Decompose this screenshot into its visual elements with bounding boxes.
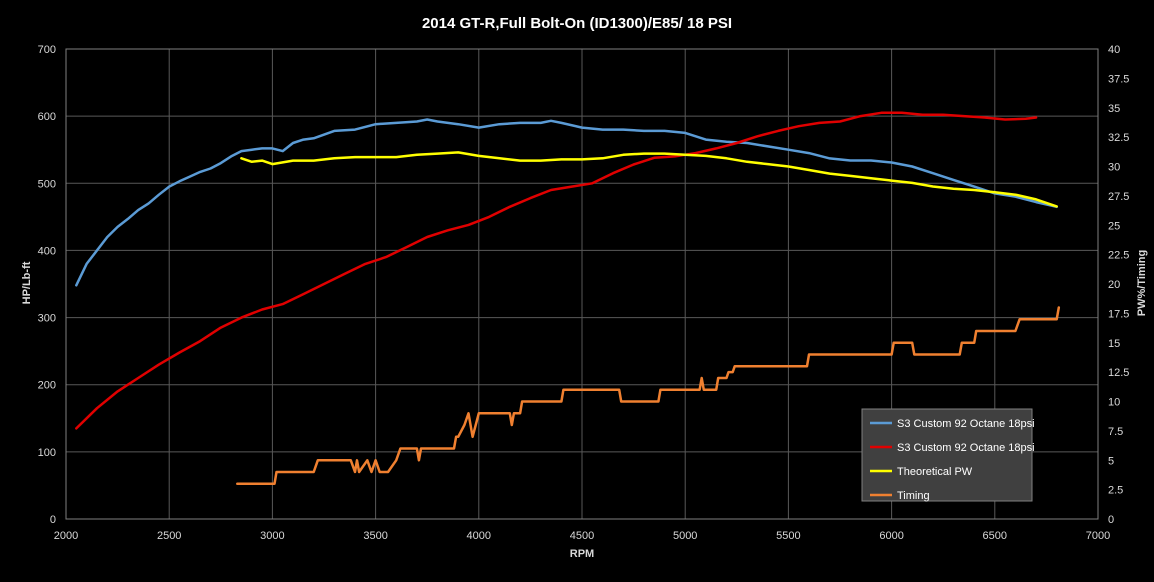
series-lines [75,111,1061,486]
y-tick-label: 0 [50,514,56,526]
legend-box [861,408,1033,502]
legend-entry: S3 Custom 92 Octane 18psi [897,442,1035,454]
x-tick-label: 3000 [260,530,284,542]
y2-tick-label: 0 [1108,514,1114,526]
x-tick-label: 3500 [363,530,387,542]
x-tick-label: 5500 [776,530,800,542]
y2-tick-label: 25 [1108,220,1120,232]
chart-title: 2014 GT-R,Full Bolt-On (ID1300)/E85/ 18 … [422,15,732,32]
tick-labels: 2000 2500 3000 3500 4000 4500 5000 5500 6000 6500… [38,44,1130,542]
y-tick-label: 200 [38,380,56,392]
x-axis-title: RPM [570,548,594,560]
y-axis-title: HP/Lb-ft [21,261,33,304]
x-tick-label: 6500 [983,530,1007,542]
series-line-3 [240,151,1058,208]
y-tick-label: 700 [38,44,56,56]
y2-tick-label: 32.5 [1108,132,1129,144]
legend: S3 Custom 92 Octane 18psi S3 Custom 92 Oc… [861,408,1035,502]
y-tick-label: 300 [38,313,56,325]
y2-tick-label: 2.5 [1108,485,1123,497]
y2-tick-label: 27.5 [1108,191,1129,203]
x-tick-label: 6000 [879,530,903,542]
series-line-1 [75,118,1058,287]
series-line-4 [236,306,1061,486]
y-tick-label: 500 [38,178,56,190]
gridlines [65,48,1099,520]
x-tick-label: 4000 [467,530,491,542]
y-tick-label: 100 [38,447,56,459]
x-tick-label: 5000 [673,530,697,542]
y2-tick-label: 7.5 [1108,426,1123,438]
y2-tick-label: 35 [1108,103,1120,115]
x-tick-label: 2000 [54,530,78,542]
y-tick-label: 600 [38,111,56,123]
y2-tick-label: 12.5 [1108,367,1129,379]
x-tick-label: 4500 [570,530,594,542]
y-tick-label: 400 [38,245,56,257]
y2-tick-label: 30 [1108,162,1120,174]
y2-tick-label: 40 [1108,44,1120,56]
x-tick-label: 7000 [1086,530,1110,542]
y2-tick-label: 20 [1108,279,1120,291]
y2-tick-label: 15 [1108,338,1120,350]
y2-tick-label: 5 [1108,455,1114,467]
y2-tick-label: 17.5 [1108,308,1129,320]
series-line-2 [75,111,1038,430]
y2-tick-label: 10 [1108,397,1120,409]
legend-entry: Theoretical PW [897,466,973,478]
legend-entry: Timing [897,490,930,502]
y2-axis-title: PW%/Timing [1136,250,1148,316]
plot-area-frame [65,48,1099,520]
legend-entry: S3 Custom 92 Octane 18psi [897,418,1035,430]
y2-tick-label: 22.5 [1108,250,1129,262]
y2-tick-label: 37.5 [1108,73,1129,85]
x-tick-label: 2500 [157,530,181,542]
